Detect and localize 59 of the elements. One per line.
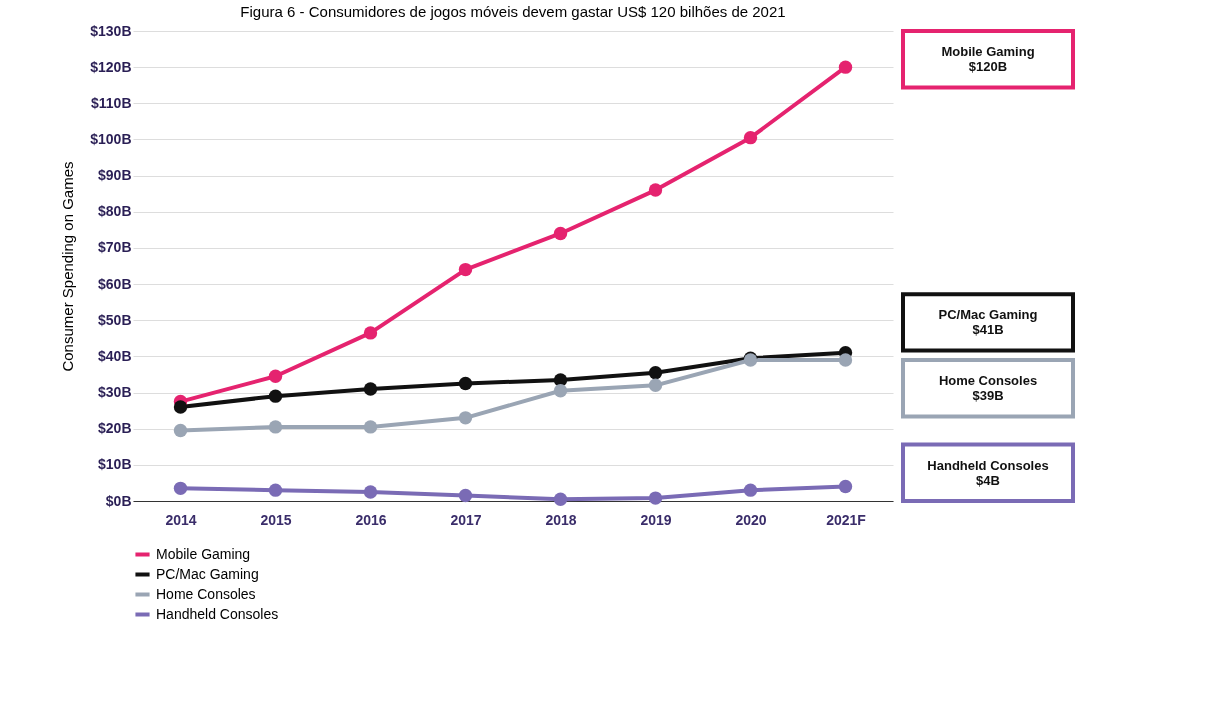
point <box>173 400 188 414</box>
y-tick-label: $100B <box>90 130 132 147</box>
legend-label: Home Consoles <box>156 585 256 602</box>
point <box>648 491 663 505</box>
point <box>648 183 663 197</box>
y-tick-label: $30B <box>98 384 132 401</box>
x-tick-label: 2021F <box>826 511 867 528</box>
y-tick-label: $20B <box>98 420 132 437</box>
x-tick-label: 2017 <box>450 511 482 528</box>
x-tick-label: 2014 <box>165 511 197 528</box>
y-tick-label: $40B <box>98 347 132 364</box>
x-tick-label: 2018 <box>545 511 577 528</box>
x-tick-label: 2016 <box>355 511 387 528</box>
y-tick-label: $0B <box>105 492 132 509</box>
y-axis-title: Consumer Spending on Games <box>59 161 77 372</box>
point <box>553 384 568 398</box>
text: Handheld Consoles $4B <box>927 457 1049 488</box>
point <box>458 376 473 391</box>
point <box>838 353 853 367</box>
point <box>268 420 283 434</box>
x-tick-label: 2019 <box>640 511 672 528</box>
point <box>363 485 378 499</box>
point <box>268 483 283 497</box>
legend-label: Handheld Consoles <box>156 605 279 622</box>
point <box>838 60 853 74</box>
point <box>458 488 473 503</box>
point <box>838 479 853 494</box>
point <box>363 326 378 340</box>
legend-label: PC/Mac Gaming <box>156 565 259 582</box>
point <box>268 389 283 403</box>
y-tick-label: $70B <box>98 239 132 256</box>
point <box>648 365 663 380</box>
point <box>743 130 758 145</box>
point <box>648 378 663 392</box>
point <box>458 411 473 425</box>
text: Home Consoles $39B <box>938 373 1038 404</box>
point <box>553 226 568 241</box>
point <box>268 369 283 383</box>
y-tick-label: $80B <box>98 203 132 220</box>
y-tick-label: $60B <box>98 275 132 292</box>
point <box>173 481 188 496</box>
y-tick-label: $10B <box>98 456 132 473</box>
point <box>458 262 473 277</box>
point <box>173 423 188 438</box>
y-tick-label: $120B <box>90 58 132 75</box>
point <box>743 483 758 497</box>
point <box>553 492 568 506</box>
text: Mobile Gaming $120B <box>941 44 1035 75</box>
y-tick-label: $130B <box>90 22 132 39</box>
text: PC/Mac Gaming $41B <box>938 307 1038 338</box>
point <box>363 382 378 396</box>
y-tick-label: $90B <box>98 167 132 184</box>
y-tick-label: $110B <box>91 94 132 111</box>
y-tick-label: $50B <box>98 311 132 328</box>
x-tick-label: 2015 <box>260 511 292 528</box>
legend-label: Mobile Gaming <box>156 545 251 562</box>
x-tick-label: 2020 <box>735 511 767 528</box>
chart-title: Figura 6 - Consumidores de jogos móveis devem gastar US$ 120 bilhões de 2021 <box>240 3 786 20</box>
point <box>363 420 378 434</box>
